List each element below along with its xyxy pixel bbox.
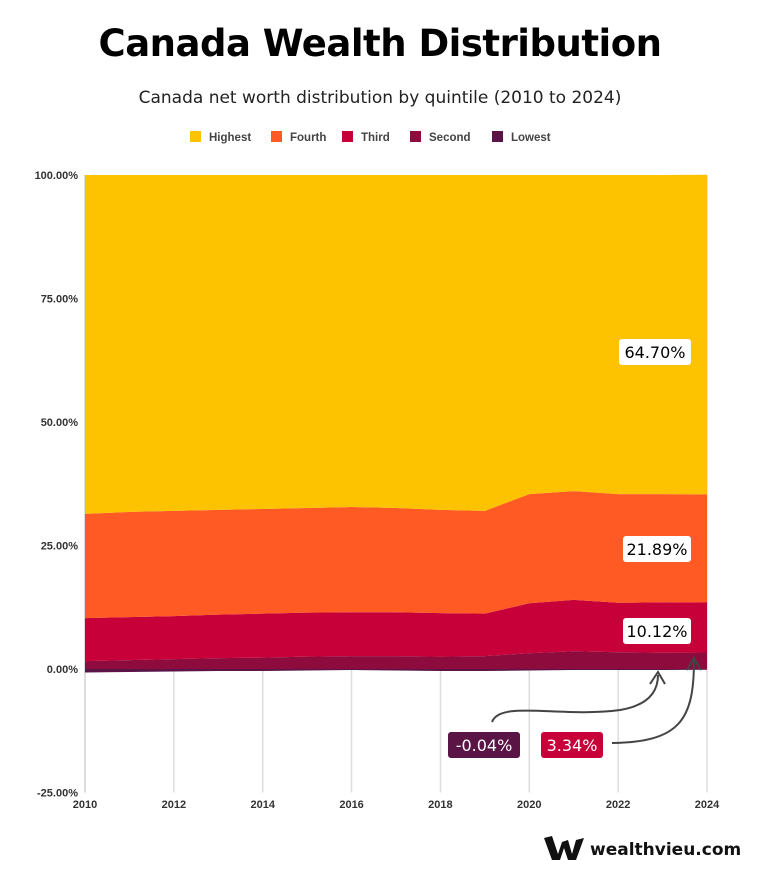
annotation-box	[448, 732, 520, 758]
chart-subtitle: Canada net worth distribution by quintil…	[138, 88, 622, 108]
legend-swatch	[190, 131, 201, 142]
annotation-lowest: -0.04%	[448, 732, 520, 758]
x-tick-label: 2010	[73, 799, 97, 811]
x-tick-label: 2024	[695, 799, 720, 811]
annotation-highest: 64.70%	[619, 339, 691, 365]
legend-item-second: Second	[410, 131, 471, 144]
annotation-box	[623, 536, 691, 562]
annotation-fourth: 21.89%	[623, 536, 691, 562]
legend-item-third: Third	[342, 131, 390, 144]
wealthvieu-logo-icon	[544, 836, 584, 860]
y-tick-label: 75.00%	[41, 294, 79, 306]
arrowhead-second-icon	[686, 656, 702, 671]
legend-swatch	[492, 131, 503, 142]
x-tick-label: 2016	[339, 799, 363, 811]
legend-swatch	[271, 131, 282, 142]
annotation-third: 10.12%	[623, 618, 691, 644]
area-third	[85, 599, 707, 662]
chart-title: Canada Wealth Distribution	[98, 22, 662, 65]
legend-item-fourth: Fourth	[271, 131, 326, 144]
legend-label: Lowest	[511, 132, 551, 144]
x-tick-label: 2012	[162, 799, 186, 811]
annotation-label: 21.89%	[626, 540, 687, 559]
area-fourth	[85, 491, 707, 619]
arrowhead-lowest-icon	[649, 670, 666, 685]
legend-label: Fourth	[290, 132, 326, 144]
x-tick-label: 2020	[517, 799, 541, 811]
legend-label: Highest	[209, 132, 251, 144]
x-tick-label: 2018	[428, 799, 452, 811]
arrow-second-icon	[611, 659, 695, 744]
area-lowest	[85, 669, 707, 673]
x-tick-label: 2014	[250, 799, 275, 811]
annotation-box	[623, 618, 691, 644]
annotation-box	[619, 339, 691, 365]
annotation-label: 10.12%	[626, 622, 687, 641]
legend-item-lowest: Lowest	[492, 131, 551, 144]
legend-swatch	[342, 131, 353, 142]
annotation-second: 3.34%	[541, 732, 603, 758]
annotation-box	[541, 732, 603, 758]
y-tick-label: -25.00%	[37, 788, 78, 800]
brand-name: wealthvieu.com	[590, 840, 742, 860]
annotation-label: 3.34%	[547, 736, 598, 755]
annotation-label: 64.70%	[624, 343, 685, 362]
area-highest	[85, 174, 707, 514]
legend-swatch	[410, 131, 421, 142]
area-second	[85, 651, 707, 669]
arrow-lowest-icon	[491, 674, 659, 723]
y-tick-label: 0.00%	[47, 664, 78, 676]
legend-item-highest: Highest	[190, 131, 251, 144]
legend-label: Second	[429, 132, 471, 144]
x-tick-label: 2022	[606, 799, 630, 811]
y-tick-label: 50.00%	[41, 417, 79, 429]
annotation-label: -0.04%	[456, 736, 513, 755]
y-tick-label: 100.00%	[35, 170, 79, 182]
legend-label: Third	[361, 132, 390, 144]
y-tick-label: 25.00%	[41, 541, 79, 553]
